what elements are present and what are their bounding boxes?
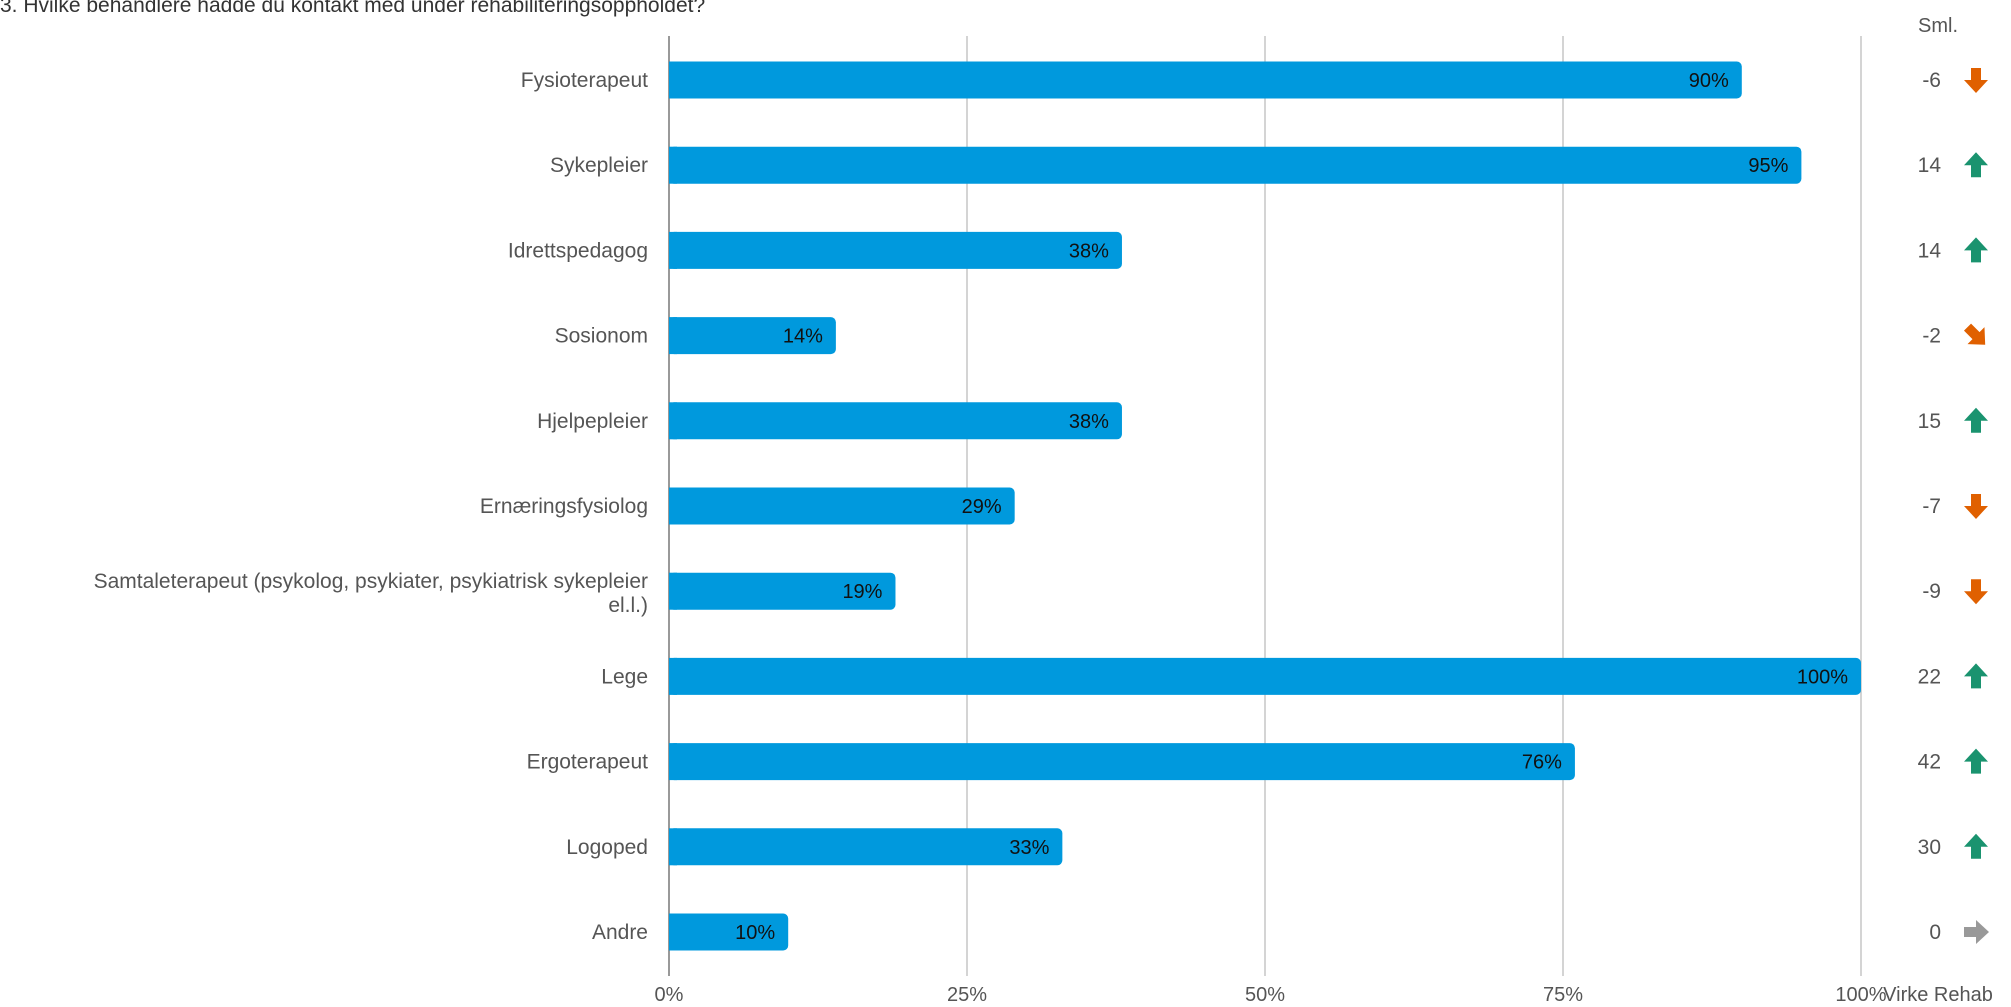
- bar-left-edge: [669, 913, 677, 951]
- category-label: Logoped: [566, 836, 648, 859]
- trend-up-icon: [1964, 833, 1988, 859]
- comparison-value: 30: [1918, 836, 1941, 859]
- category-label: Samtaleterapeut (psykolog, psykiater, ps…: [94, 570, 648, 617]
- data-label: 38%: [1069, 240, 1109, 262]
- trend-up-icon: [1964, 748, 1988, 774]
- bar-left-edge: [669, 61, 677, 99]
- comparison-value: -2: [1922, 325, 1941, 348]
- bar-left-edge: [669, 657, 677, 695]
- x-tick-label: 0%: [655, 984, 684, 1006]
- series-label: Virke Rehab: [1883, 984, 1993, 1006]
- bar: [669, 146, 1802, 184]
- comparison-value: 14: [1918, 154, 1942, 177]
- category-label: Fysioterapeut: [521, 69, 648, 92]
- x-tick-label: 25%: [947, 984, 987, 1006]
- trend-up-icon: [1964, 407, 1988, 433]
- comparison-value: -7: [1922, 495, 1941, 518]
- data-label: 95%: [1748, 155, 1788, 177]
- comparison-value: 42: [1918, 751, 1941, 774]
- bar: [669, 402, 1122, 440]
- data-label: 10%: [735, 922, 775, 944]
- bar-left-edge: [669, 572, 677, 610]
- bar: [669, 657, 1861, 695]
- bar: [669, 572, 896, 610]
- bar-left-edge: [669, 231, 677, 269]
- comparison-value: 0: [1929, 921, 1941, 944]
- data-label: 14%: [783, 326, 823, 348]
- comparison-value: 15: [1918, 410, 1941, 433]
- bar: [669, 487, 1015, 525]
- comparison-column: Sml. -6 14 14 -2 15 -7 -9 22 42 30 0: [1918, 15, 1989, 944]
- category-label: Andre: [592, 921, 648, 944]
- comparison-value: -6: [1922, 69, 1941, 92]
- bar-left-edge: [669, 146, 677, 184]
- category-label: Idrettspedagog: [508, 239, 648, 262]
- trend-up-icon: [1964, 237, 1988, 263]
- category-label: Hjelpepleier: [537, 410, 648, 433]
- data-label: 100%: [1797, 666, 1848, 688]
- bars: 90% 95% 38% 14% 38% 29% 19% 100% 76% 33% 10%: [669, 61, 1861, 951]
- x-tick-label: 75%: [1543, 984, 1583, 1006]
- trend-up-icon: [1964, 152, 1988, 178]
- data-label: 19%: [842, 581, 882, 603]
- comparison-value: 22: [1918, 665, 1941, 688]
- data-label: 33%: [1009, 837, 1049, 859]
- bar-left-edge: [669, 402, 677, 440]
- bar: [669, 317, 836, 355]
- category-label: Ergoterapeut: [527, 751, 649, 774]
- bar: [669, 61, 1742, 99]
- bar: [669, 743, 1575, 781]
- trend-down-icon: [1964, 494, 1988, 519]
- trend-down-icon: [1964, 68, 1988, 93]
- x-tick-label: 50%: [1245, 984, 1285, 1006]
- trend-right-icon: [1964, 920, 1989, 944]
- bar-left-edge: [669, 487, 677, 525]
- category-label: Ernæringsfysiolog: [480, 495, 648, 518]
- category-label: Sosionom: [555, 325, 648, 348]
- data-label: 76%: [1522, 752, 1562, 774]
- bar: [669, 231, 1122, 269]
- data-label: 90%: [1689, 70, 1729, 92]
- trend-up-icon: [1964, 663, 1988, 689]
- data-label: 29%: [962, 496, 1002, 518]
- x-tick-labels: 0% 25% 50% 75% 100%Virke Rehab: [655, 984, 1993, 1006]
- bar: [669, 828, 1063, 866]
- category-label: Lege: [601, 665, 648, 688]
- data-label: 38%: [1069, 411, 1109, 433]
- comparison-value: 14: [1918, 239, 1942, 262]
- bar: [669, 913, 789, 951]
- comparison-value: -9: [1922, 580, 1941, 603]
- category-label: Sykepleier: [550, 154, 648, 177]
- trend-down-icon: [1964, 579, 1988, 605]
- bar-left-edge: [669, 317, 677, 355]
- trend-down-right-icon: [1963, 323, 1986, 345]
- chart-title: 3. Hvilke behandlere hadde du kontakt me…: [0, 0, 706, 17]
- category-labels: Fysioterapeut Sykepleier Idrettspedagog Sos…: [94, 69, 649, 944]
- comparison-header: Sml.: [1918, 15, 1958, 37]
- x-tick-label: 100%: [1835, 984, 1886, 1006]
- bar-left-edge: [669, 828, 677, 866]
- bar-left-edge: [669, 743, 677, 781]
